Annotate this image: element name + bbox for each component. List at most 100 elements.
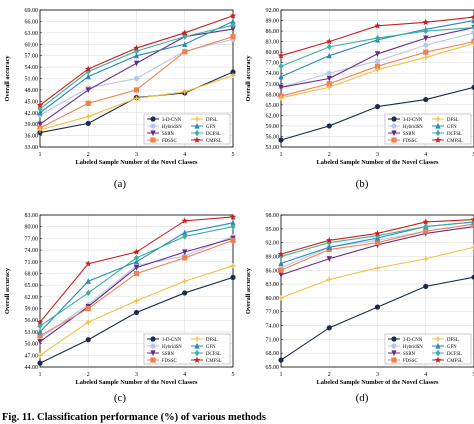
legend-entry-dfsl: DFSL — [432, 116, 459, 123]
data-point — [181, 29, 188, 36]
y-tick-label: 74.00 — [25, 248, 39, 254]
series-cmfsl — [277, 13, 474, 59]
legend-entry-dcfsl: DCFSL — [432, 129, 462, 137]
legend-label: FDSSC — [403, 359, 418, 364]
plot-frame — [280, 214, 474, 368]
data-point — [374, 35, 381, 42]
series-gfn — [37, 219, 236, 335]
legend-label: FDSSC — [403, 139, 418, 144]
legend-entry-hybridsn: HybridSN — [147, 123, 182, 130]
data-point — [278, 295, 284, 301]
data-point — [37, 328, 43, 335]
data-point — [278, 63, 284, 70]
data-point — [471, 84, 474, 90]
x-tick-label: 4 — [424, 152, 427, 158]
data-point — [37, 121, 43, 128]
chart-panel-c: 44.00 47.00 50.00 53.00 56.00 59.00 62.00 65.00… — [4, 213, 237, 404]
legend-entry-gfn: GFN — [432, 122, 457, 130]
data-point — [423, 42, 429, 48]
data-point — [85, 113, 91, 120]
y-tick-label: 54.00 — [25, 65, 39, 71]
data-point — [182, 278, 188, 284]
data-point — [230, 69, 236, 75]
data-point — [326, 236, 333, 244]
data-point — [326, 276, 332, 283]
data-point — [278, 84, 284, 91]
series-3-d-cnn — [278, 84, 474, 143]
data-point — [229, 213, 237, 220]
data-point — [230, 34, 236, 40]
legend-label: GFN — [447, 125, 457, 130]
panel-label: (a) — [114, 178, 127, 190]
data-point — [85, 260, 92, 267]
legend-entry-3-d-cnn: 3-D-CNN — [388, 336, 423, 343]
y-axis-title: Overall accuracy — [245, 55, 252, 102]
y-tick-label: 42.00 — [25, 111, 39, 117]
data-point — [230, 18, 236, 25]
data-point — [423, 49, 429, 55]
data-point — [37, 339, 43, 345]
legend-swatch-marker — [434, 356, 442, 363]
series-cmfsl — [36, 12, 237, 108]
legend-swatch-marker — [391, 350, 397, 357]
legend-label: CMFSL — [447, 139, 463, 144]
panel-label: (d) — [356, 392, 369, 404]
legend-label: GFN — [447, 345, 457, 350]
y-tick-label: 56.00 — [25, 318, 39, 324]
x-tick-label: 3 — [376, 372, 379, 378]
legend-label: DCFSL — [447, 352, 462, 357]
data-point — [133, 52, 140, 59]
y-tick-label: 77.00 — [266, 310, 280, 316]
legend-swatch-marker — [194, 349, 200, 357]
legend-entry-fdssc: FDSSC — [147, 357, 177, 364]
data-point — [423, 96, 429, 103]
x-tick-label: 4 — [183, 152, 186, 158]
x-axis-title: Labeled Sample Number of the Novel Class… — [76, 379, 199, 386]
legend-entry-cmfsl: CMFSL — [432, 136, 463, 144]
legend-entry-dcfsl: DCFSL — [191, 349, 221, 357]
legend-swatch-marker — [194, 129, 200, 137]
y-tick-label: 98.00 — [266, 213, 280, 219]
data-point — [85, 65, 92, 72]
legend-label: 3-D-CNN — [403, 338, 423, 343]
data-point — [85, 289, 91, 297]
y-tick-label: 71.00 — [25, 260, 39, 266]
legend: 3-D-CNN DFSL HybridSN GFN SSRN DCFSL FDSSC CMFS… — [143, 113, 231, 145]
y-tick-label: 48.00 — [25, 88, 39, 94]
data-point — [277, 250, 285, 257]
legend-swatch-marker — [150, 336, 156, 342]
series-3-d-cnn — [37, 274, 236, 366]
data-point — [182, 249, 188, 256]
legend-swatch-marker — [434, 136, 442, 143]
x-axis-title: Labeled Sample Number of the Novel Class… — [76, 159, 199, 166]
legend-label: FDSSC — [162, 139, 177, 144]
legend-label: DFSL — [206, 118, 218, 123]
y-tick-label: 71.00 — [266, 82, 280, 88]
x-tick-label: 4 — [424, 372, 427, 378]
x-tick-label: 1 — [39, 152, 42, 158]
data-point — [230, 263, 236, 269]
x-tick-label: 3 — [135, 372, 138, 378]
legend-swatch-marker — [435, 336, 441, 342]
data-point — [133, 95, 140, 101]
data-point — [85, 100, 91, 106]
series-dfsl — [37, 72, 236, 133]
legend-entry-gfn: GFN — [432, 342, 457, 350]
legend-label: GFN — [206, 345, 216, 350]
y-tick-label: 53.00 — [25, 330, 39, 336]
y-tick-label: 65.00 — [266, 103, 280, 109]
data-point — [374, 63, 381, 69]
legend-entry-ssrn: SSRN — [388, 130, 416, 137]
data-point — [326, 38, 333, 45]
data-point — [423, 283, 429, 289]
series-dfsl — [278, 244, 474, 301]
y-tick-label: 47.00 — [25, 353, 39, 359]
data-point — [278, 137, 284, 143]
y-tick-label: 33.00 — [25, 145, 39, 151]
legend-label: DFSL — [206, 338, 218, 343]
legend-swatch-marker — [194, 116, 200, 122]
data-point — [326, 52, 332, 59]
legend-label: HybridSN — [403, 345, 423, 350]
data-point — [85, 87, 91, 94]
data-point — [278, 73, 284, 80]
